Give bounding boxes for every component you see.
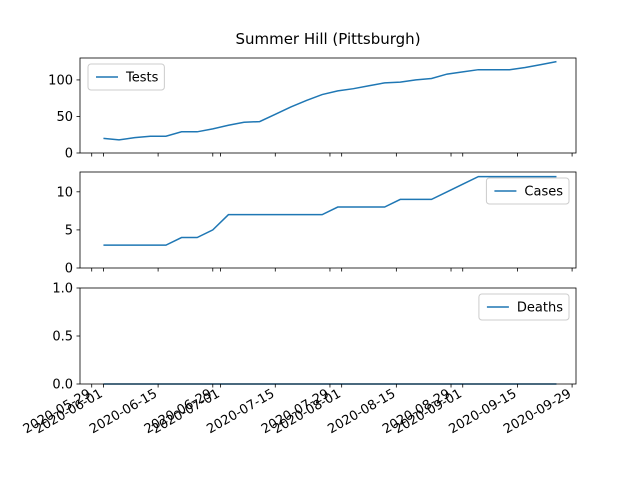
y-tick-label: 100 bbox=[48, 73, 73, 88]
axes-frame bbox=[79, 171, 577, 269]
axes-frame bbox=[79, 57, 577, 154]
chart-title: Summer Hill (Pittsburgh) bbox=[235, 30, 420, 48]
legend: Cases bbox=[485, 177, 570, 205]
legend-box bbox=[87, 63, 165, 91]
y-tick-label: 50 bbox=[56, 110, 73, 125]
legend: Deaths bbox=[478, 293, 570, 321]
y-tick-label: 10 bbox=[56, 185, 73, 200]
data-line bbox=[103, 175, 557, 246]
legend-box bbox=[485, 177, 570, 205]
data-line bbox=[103, 60, 557, 141]
y-tick-label: 5 bbox=[65, 223, 73, 238]
legend-label: Tests bbox=[125, 71, 159, 86]
legend: Tests bbox=[87, 63, 165, 91]
y-tick-label: 0 bbox=[65, 262, 73, 277]
legend-box bbox=[478, 293, 570, 321]
y-tick-label: 0.5 bbox=[52, 330, 73, 345]
y-tick-label: 0 bbox=[65, 147, 73, 162]
y-tick-label: 0.0 bbox=[52, 378, 73, 393]
legend-label: Deaths bbox=[517, 301, 563, 316]
legend-label: Cases bbox=[524, 185, 563, 200]
y-tick-label: 1.0 bbox=[52, 282, 73, 297]
